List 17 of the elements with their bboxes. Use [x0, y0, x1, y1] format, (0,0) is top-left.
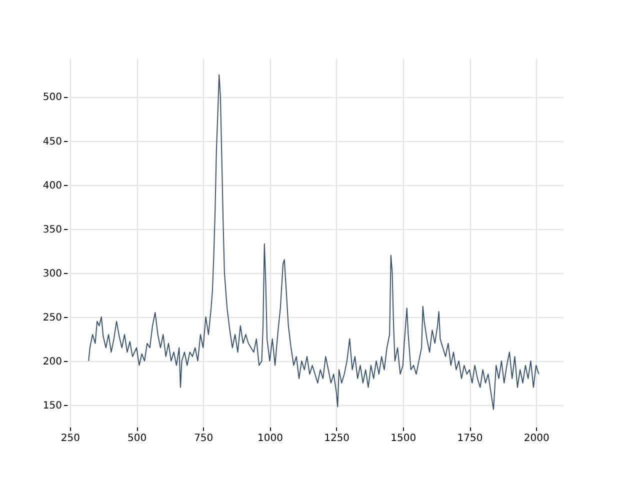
y-tick-label: 150	[42, 400, 62, 412]
x-tick-label: 250	[60, 433, 80, 444]
y-tick-label: 200	[42, 356, 62, 368]
x-tick-label: 1250	[324, 433, 350, 444]
x-tick-label: 1750	[457, 433, 483, 444]
x-tick-label: 750	[194, 433, 214, 444]
line-series	[88, 74, 540, 410]
y-tick-label: 300	[42, 268, 62, 280]
y-tick-label: 400	[42, 180, 62, 192]
x-tick-label: 2000	[524, 433, 550, 444]
y-tick-label: 450	[42, 136, 62, 148]
x-tick-label: 500	[127, 433, 147, 444]
x-tick-label: 1500	[390, 433, 416, 444]
y-tick-label: 250	[42, 312, 62, 324]
y-tick-label: 350	[42, 224, 62, 236]
y-tick-label: 500	[42, 92, 62, 104]
x-tick-label: 1000	[257, 433, 283, 444]
